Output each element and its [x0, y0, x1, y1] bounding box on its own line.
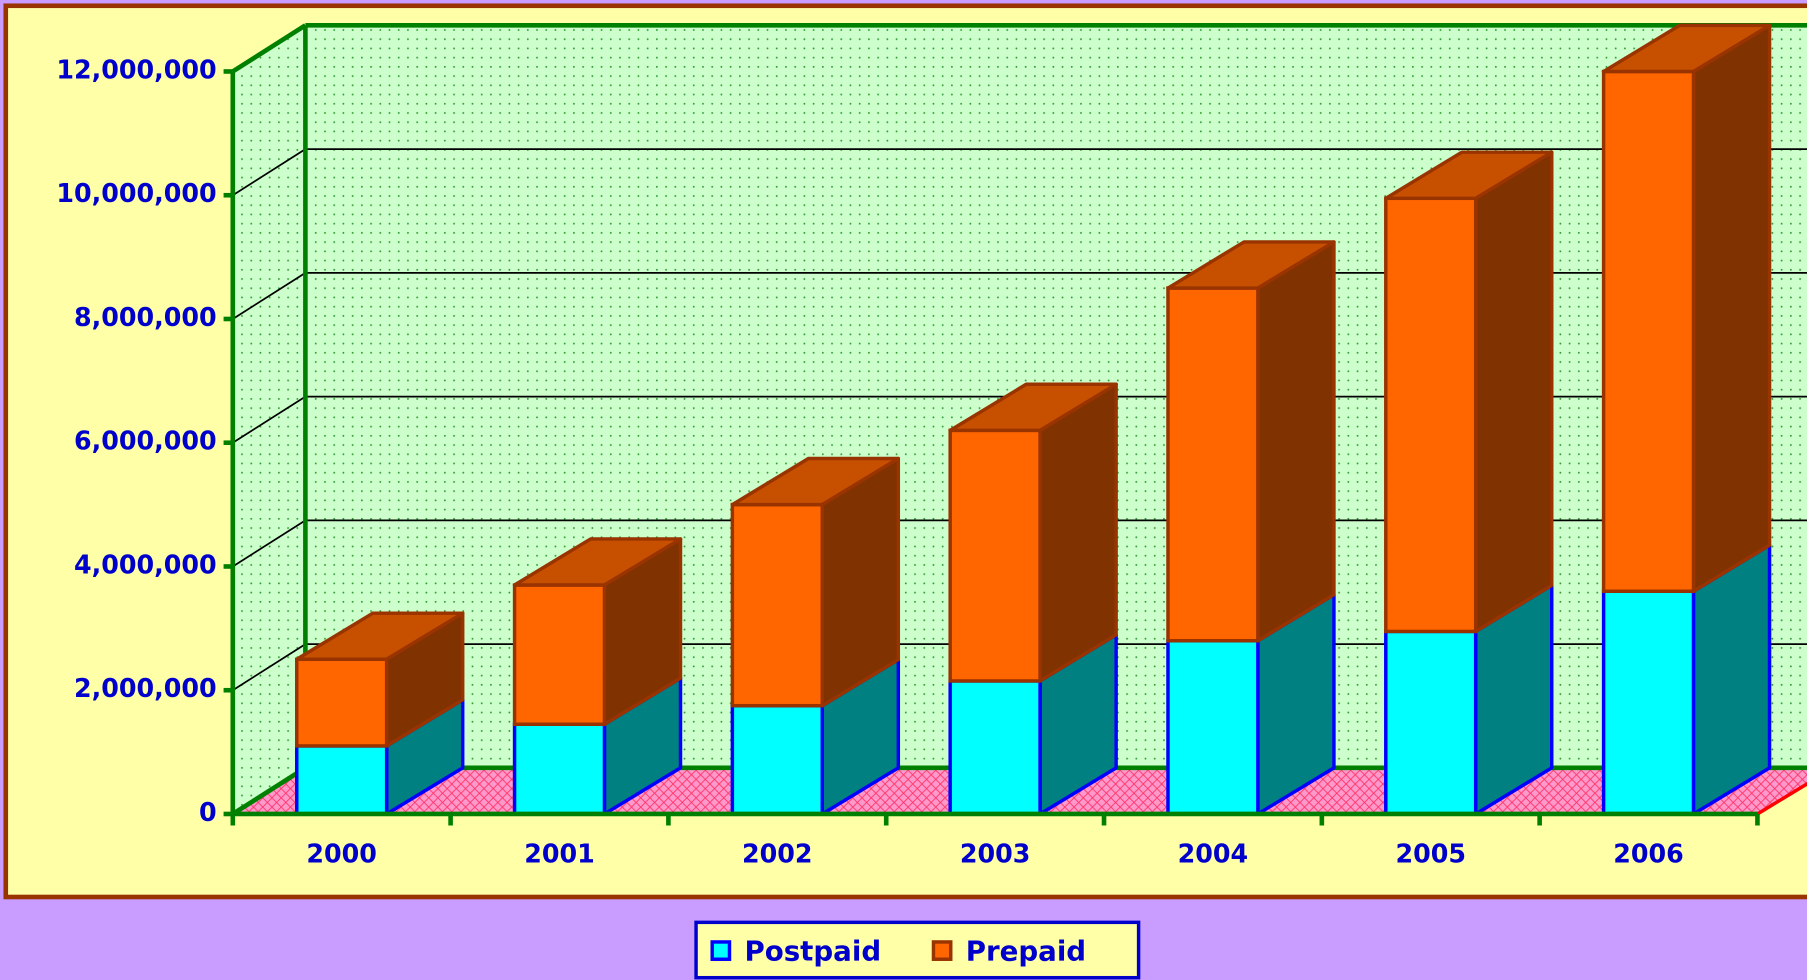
- x-tick-label: 2005: [1395, 838, 1466, 868]
- x-tick-label: 2004: [1178, 838, 1249, 868]
- x-tick-label: 2006: [1613, 838, 1684, 868]
- y-tick-label: 10,000,000: [56, 178, 216, 208]
- legend-items: Postpaid Prepaid: [710, 934, 1086, 967]
- bar-top: [1601, 23, 1772, 74]
- y-tick-label: 0: [199, 797, 217, 827]
- y-tick-label: 6,000,000: [74, 426, 217, 456]
- legend-swatch: [931, 940, 953, 961]
- grid-line: [232, 519, 306, 568]
- legend-label: Prepaid: [966, 934, 1086, 967]
- legend-swatch: [710, 940, 732, 961]
- bar-side: [1473, 150, 1554, 634]
- bar: [295, 657, 389, 748]
- bar-top: [512, 537, 683, 587]
- legend: [694, 920, 1141, 980]
- bar: [730, 703, 824, 816]
- bar-top: [295, 611, 465, 662]
- bar: [948, 428, 1042, 683]
- bar: [512, 722, 607, 816]
- bar-top: [1166, 240, 1336, 290]
- bar: [948, 679, 1042, 816]
- bar-top: [1384, 150, 1554, 201]
- y-tick-label: 8,000,000: [74, 302, 217, 332]
- floor-edge: [1756, 781, 1807, 816]
- x-tick-label: 2003: [960, 838, 1031, 868]
- bar: [730, 502, 824, 708]
- bar: [1384, 629, 1478, 816]
- y-tick-label: 2,000,000: [74, 673, 217, 703]
- x-tick-label: 2001: [524, 838, 595, 868]
- grid-line: [232, 643, 306, 691]
- y-tick-label: 12,000,000: [56, 54, 216, 84]
- labels: 0 2,000,000 4,000,000 6,000,000 8,000,000 10,…: [56, 54, 1760, 868]
- x-tick-label: 2002: [742, 838, 813, 868]
- grid-line: [232, 148, 306, 196]
- wall-floor-edge: [231, 765, 307, 816]
- bar: [1384, 196, 1478, 634]
- legend-label: Postpaid: [744, 934, 881, 967]
- grid-line: [232, 395, 306, 444]
- y-tick-label: 4,000,000: [74, 549, 217, 579]
- bar: [512, 583, 607, 726]
- bar-top: [730, 456, 901, 507]
- grid-line: [232, 272, 306, 320]
- bar-side: [1256, 240, 1336, 643]
- bar: [295, 744, 389, 816]
- bars: [295, 23, 1772, 816]
- bar-side: [1038, 382, 1118, 683]
- x-tick-label: 2000: [306, 838, 377, 868]
- bar: [1601, 69, 1696, 593]
- bar: [1601, 589, 1696, 816]
- bar: [1166, 638, 1260, 816]
- bar-top: [948, 382, 1118, 433]
- wall-top-edge: [231, 23, 307, 74]
- bar: [1166, 286, 1260, 643]
- bar-side: [1691, 23, 1772, 593]
